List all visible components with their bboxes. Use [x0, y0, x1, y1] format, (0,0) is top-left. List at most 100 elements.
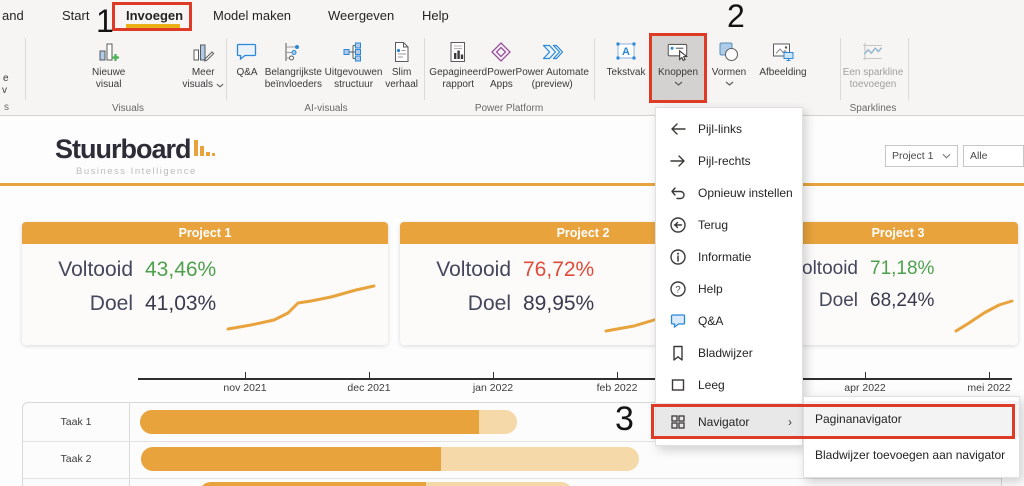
gantt-bar-progress	[140, 410, 479, 434]
submenu-item-bladwijzer-toevoegen[interactable]: Bladwijzer toevoegen aan navigator	[804, 437, 1019, 473]
annotation-step-2: 2	[727, 0, 745, 34]
timeline-tick	[493, 372, 494, 378]
button-label: Afbeelding	[759, 67, 807, 78]
gantt-bar[interactable]	[140, 410, 517, 434]
project-filter-dropdown[interactable]: Project 1	[885, 145, 958, 167]
timeline-tick-label: nov 2021	[223, 382, 267, 394]
timeline-tick	[369, 372, 370, 378]
menubar-item-model-maken[interactable]: Model maken	[213, 8, 292, 23]
menu-item-pijl-links[interactable]: Pijl-links	[656, 113, 802, 145]
menubar-item-weergeven[interactable]: Weergeven	[328, 8, 395, 23]
tekstvak-button[interactable]: A Tekstvak	[600, 33, 652, 79]
kpi-value: 68,24%	[870, 290, 935, 311]
svg-text:A: A	[622, 46, 630, 58]
menu-item-terug[interactable]: Terug	[656, 209, 802, 241]
kpi-value: 71,18%	[870, 258, 935, 279]
more-visuals-icon	[188, 37, 218, 67]
text-box-icon: A	[611, 37, 641, 67]
ribbon-separator	[840, 38, 841, 100]
menu-item-label: Bladwijzer	[698, 346, 753, 360]
back-circle-icon	[669, 216, 687, 234]
button-label: Gepagineerd	[429, 67, 488, 78]
menubar-item-start[interactable]: Start	[62, 8, 90, 23]
ribbon-group-visuals: Nieuwe visual Meer visuals	[92, 33, 224, 91]
kpi-label: Voltooid	[790, 258, 858, 279]
button-label: beïnvloeders	[264, 79, 322, 90]
alle-filter-dropdown[interactable]: Alle	[963, 145, 1024, 167]
menu-item-label: Navigator	[698, 415, 750, 429]
ribbon-separator	[25, 38, 26, 100]
logo-subtitle: Business Intelligence	[76, 166, 197, 177]
power-automate-button[interactable]: Power Automate (preview)	[515, 33, 589, 91]
timeline-tick	[989, 372, 990, 378]
chevron-down-icon	[725, 81, 734, 86]
bookmark-icon	[669, 344, 687, 362]
card-title: Project 3	[778, 222, 1018, 244]
slim-verhaal-button[interactable]: Slim verhaal	[385, 33, 418, 91]
button-label: toevoegen	[849, 79, 897, 90]
blank-square-icon	[669, 376, 687, 394]
chevron-down-icon	[674, 81, 683, 86]
qa-icon	[232, 37, 262, 67]
kpi-card-project-3[interactable]: Project 3 Voltooid 71,18% Doel 68,24%	[778, 222, 1018, 345]
menu-item-label: Pijl-links	[698, 122, 743, 136]
belangrijkste-beinvloeders-button[interactable]: Belangrijkste beïnvloeders	[265, 33, 322, 91]
timeline-tick-label: dec 2021	[347, 382, 391, 394]
button-label: visual	[95, 79, 122, 90]
timeline-axis	[138, 378, 1012, 380]
button-label: Knoppen	[657, 67, 699, 78]
gantt-bar-progress	[199, 482, 426, 486]
gantt-bar[interactable]	[141, 447, 639, 471]
submenu-item-paginanavigator[interactable]: Paginanavigator	[804, 401, 1019, 437]
button-label: (preview)	[531, 79, 573, 90]
ribbon-group-label-visuals: Visuals	[111, 103, 145, 114]
vormen-button[interactable]: Vormen	[706, 33, 752, 86]
menubar-item-help[interactable]: Help	[422, 8, 449, 23]
knoppen-button[interactable]: Knoppen	[652, 33, 704, 103]
menu-item-qa[interactable]: Q&A	[656, 305, 802, 337]
image-icon	[768, 37, 798, 67]
menu-item-opnieuw-instellen[interactable]: Opnieuw instellen	[656, 177, 802, 209]
button-label: rapport	[442, 79, 475, 90]
navigator-grid-icon	[669, 413, 687, 431]
menu-item-help[interactable]: ? Help	[656, 273, 802, 305]
nieuwe-visual-button[interactable]: Nieuwe visual	[92, 33, 125, 91]
kpi-card-project-1[interactable]: Project 1 Voltooid 43,46% Doel 41,03%	[22, 222, 388, 345]
menu-item-leeg[interactable]: Leeg	[656, 369, 802, 401]
menu-item-informatie[interactable]: Informatie	[656, 241, 802, 273]
menu-item-pijl-rechts[interactable]: Pijl-rechts	[656, 145, 802, 177]
power-apps-icon	[486, 37, 516, 67]
ribbon-separator	[594, 38, 595, 100]
knoppen-dropdown-menu: Pijl-links Pijl-rechts Opnieuw instellen…	[655, 107, 803, 446]
menu-item-label: Informatie	[698, 250, 752, 264]
ribbon-partial-button[interactable]: e	[3, 73, 9, 84]
button-label: Vormen	[711, 67, 747, 78]
qa-button[interactable]: Q&A	[232, 33, 262, 79]
menu-item-label: Q&A	[698, 314, 724, 328]
sparkline-toevoegen-button[interactable]: Een sparkline toevoegen	[838, 33, 908, 91]
button-label-with-chevron: visuals	[182, 79, 224, 91]
uitgevouwen-structuur-button[interactable]: Uitgevouwen structuur	[325, 33, 382, 91]
kpi-value: 43,46%	[145, 258, 217, 281]
logo-bars-icon	[193, 140, 215, 156]
trend-sparkline	[226, 284, 376, 331]
afbeelding-button[interactable]: Afbeelding	[752, 33, 814, 79]
menu-item-label: Terug	[698, 218, 729, 232]
menubar-item-bestand-partial[interactable]: and	[2, 8, 24, 23]
ribbon-partial-group-label: s	[4, 102, 9, 113]
chevron-down-icon	[942, 153, 951, 159]
kpi-label: Voltooid	[58, 258, 133, 281]
menu-item-bladwijzer[interactable]: Bladwijzer	[656, 337, 802, 369]
gepagineerd-rapport-button[interactable]: Gepagineerd rapport	[429, 33, 488, 91]
meer-visuals-button[interactable]: Meer visuals	[182, 33, 224, 91]
menu-item-navigator[interactable]: Navigator ›	[656, 406, 802, 438]
button-label: Power Automate	[515, 67, 589, 78]
invoegen-active-underline	[126, 24, 180, 28]
menu-item-label: Opnieuw instellen	[698, 186, 793, 200]
menu-item-label: Help	[698, 282, 723, 296]
ribbon-group-label-sparklines: Sparklines	[849, 103, 897, 114]
menubar-item-invoegen[interactable]: Invoegen	[126, 8, 184, 23]
menu-item-label: Leeg	[698, 378, 725, 392]
power-apps-button[interactable]: Power Apps	[486, 33, 516, 91]
gantt-bar[interactable]	[199, 482, 573, 486]
